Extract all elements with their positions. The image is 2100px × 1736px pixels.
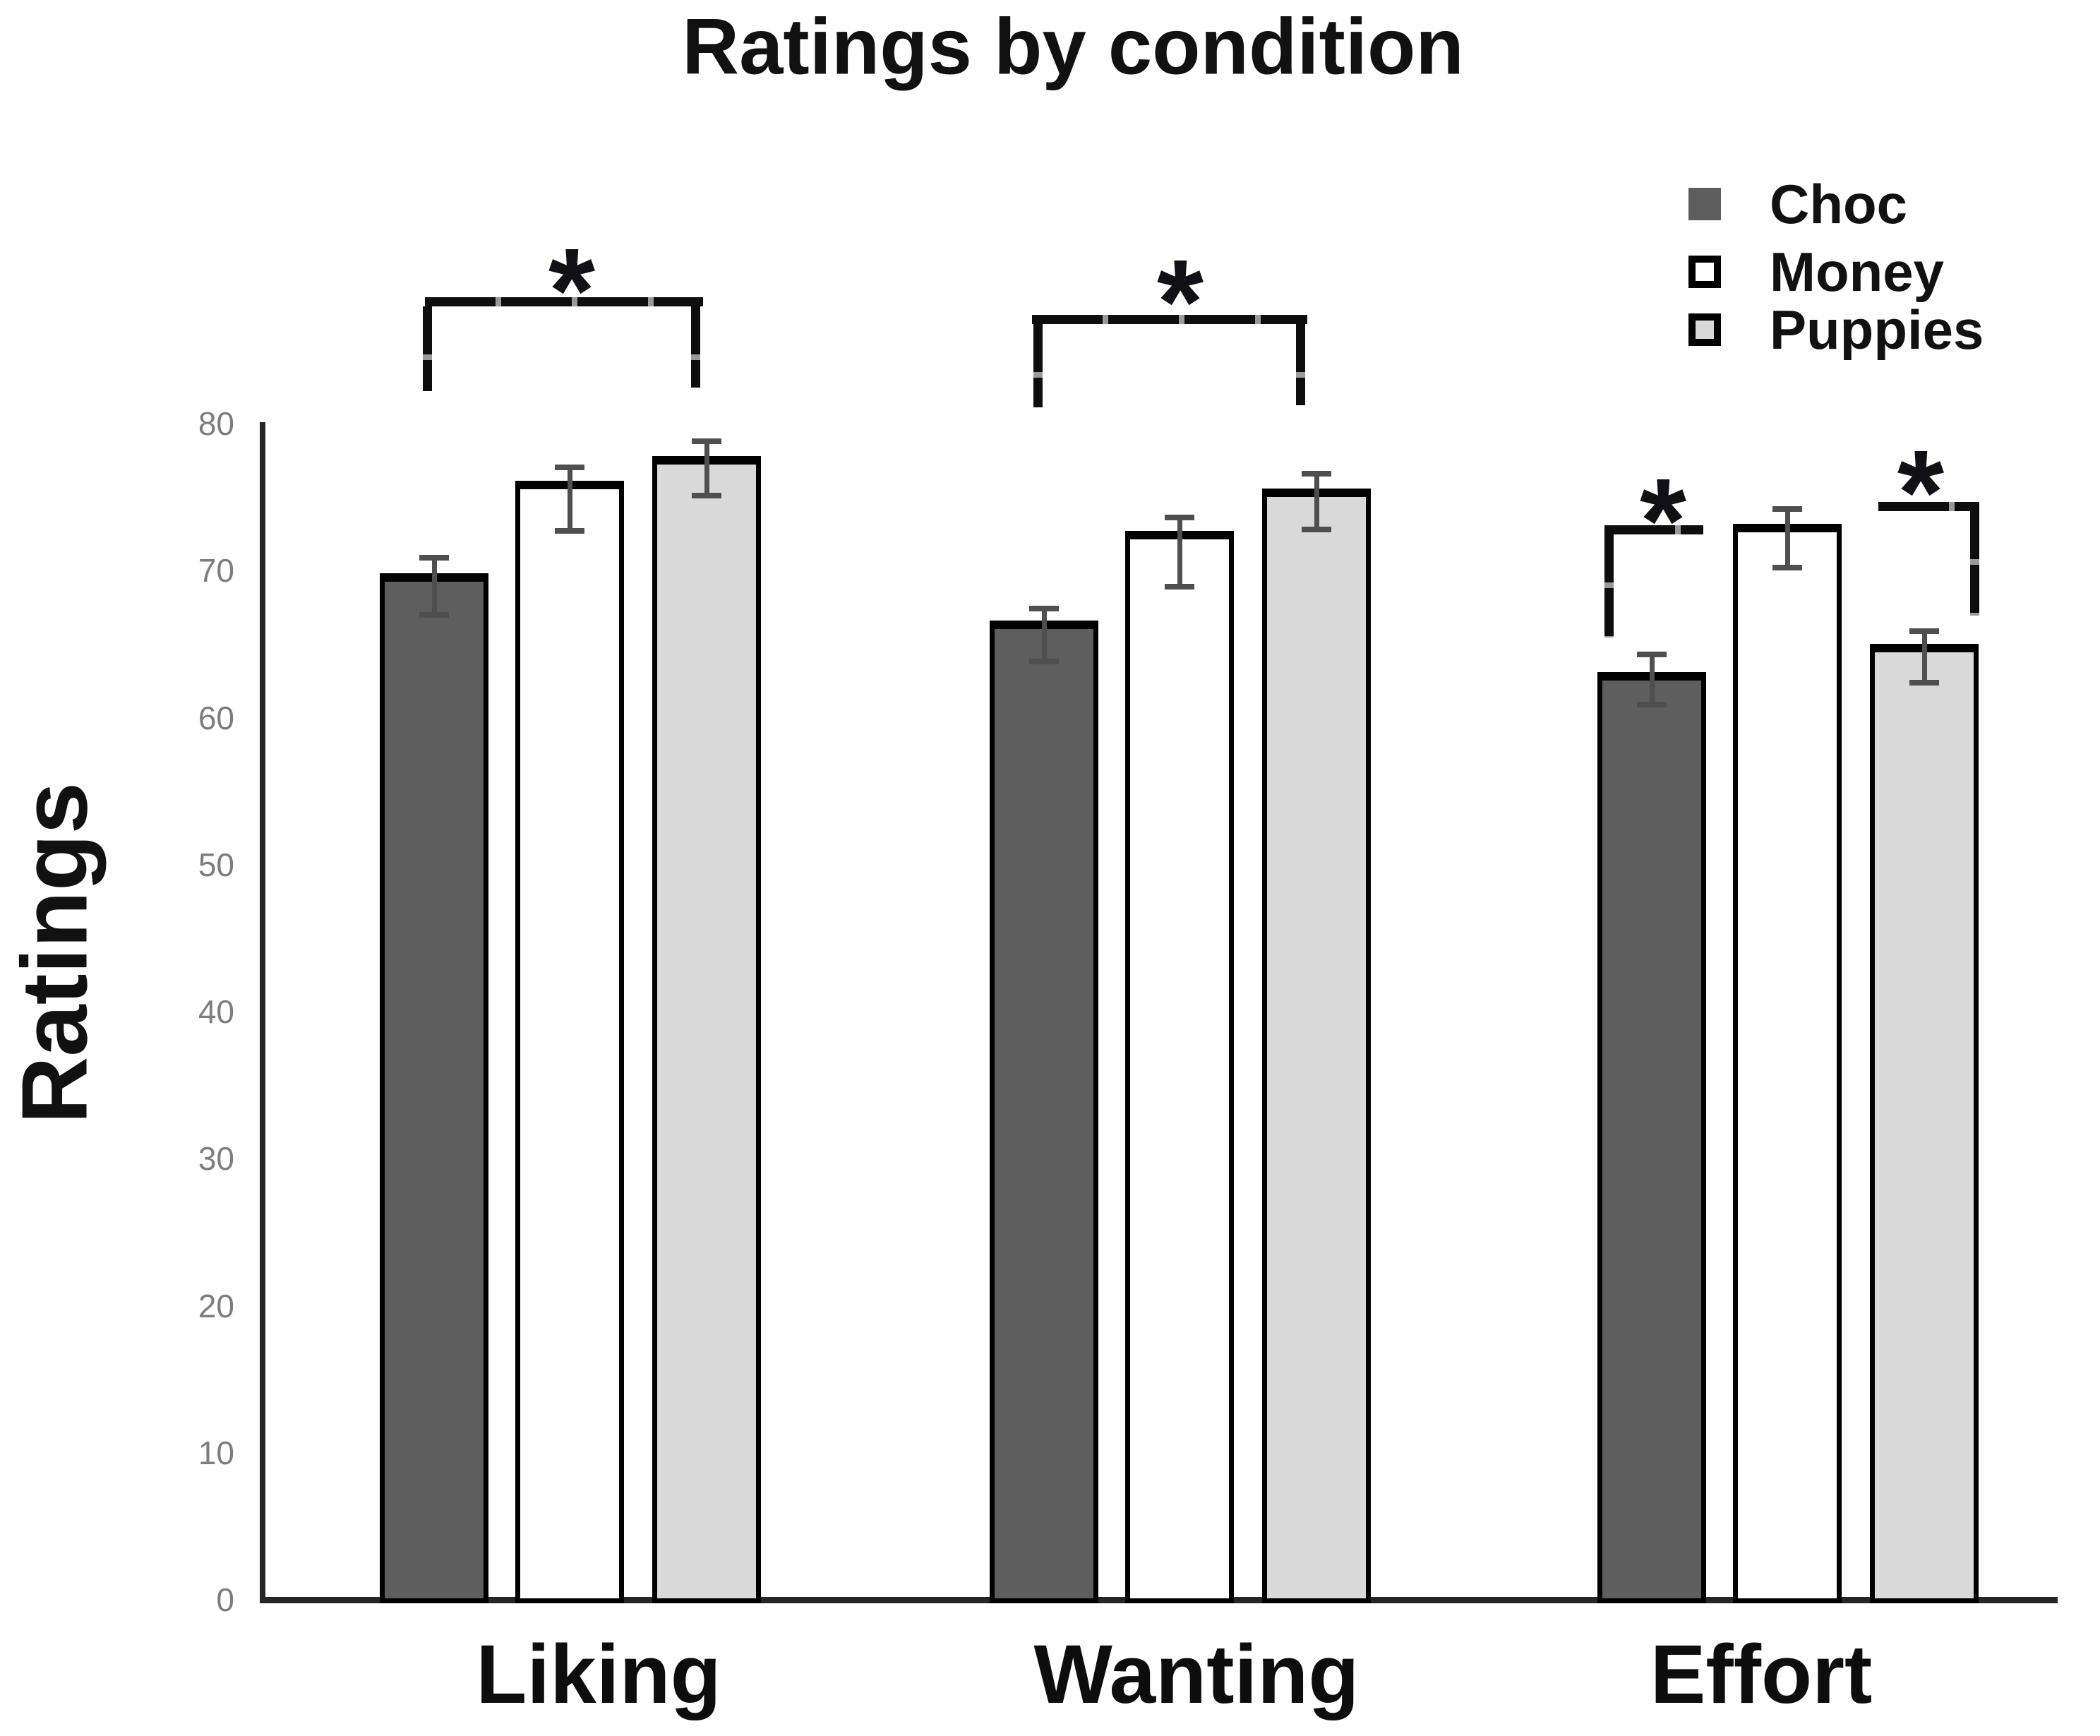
error-bar-cap-top-effort-choc [1637, 651, 1667, 657]
error-bar-cap-top-liking-puppies [692, 438, 721, 444]
sig-bracket-effort-leg-0 [1970, 511, 1979, 616]
error-bar-cap-top-wanting-choc [1029, 606, 1059, 612]
error-bar-cap-top-wanting-money [1165, 515, 1194, 521]
error-bar-cap-bottom-liking-money [555, 528, 584, 534]
bar-wanting-choc [990, 621, 1098, 1603]
error-bar-cap-top-liking-choc [419, 554, 449, 561]
error-bar-line-effort-choc [1649, 654, 1655, 705]
error-bar-cap-bottom-wanting-money [1165, 584, 1194, 590]
error-bar-cap-bottom-effort-puppies [1909, 679, 1939, 686]
bar-wanting-money [1125, 531, 1234, 1603]
error-bar-cap-top-liking-money [555, 465, 584, 471]
bar-effort-puppies [1870, 644, 1979, 1603]
sig-bracket-liking-star: * [548, 224, 596, 358]
sig-bracket-wanting-horizontal [1032, 315, 1307, 324]
bar-liking-puppies [652, 455, 761, 1603]
legend-label-puppies: Puppies [1770, 299, 1984, 361]
error-bar-cap-bottom-wanting-puppies [1302, 526, 1331, 532]
y-tick-label-80: 80 [198, 405, 234, 442]
x-category-label-effort: Effort [1650, 1628, 1873, 1721]
error-bar-line-wanting-money [1177, 517, 1182, 587]
y-tick-label-40: 40 [198, 993, 234, 1030]
error-bar-line-wanting-puppies [1314, 473, 1319, 529]
x-category-label-liking: Liking [476, 1628, 721, 1721]
sig-bracket-effort-horizontal [1604, 525, 1703, 534]
chart-title: Ratings by condition [682, 2, 1464, 91]
y-axis-title: Ratings [2, 782, 107, 1125]
error-bar-line-liking-puppies [704, 441, 709, 496]
sig-bracket-effort-star: * [1639, 454, 1687, 588]
bar-liking-money [515, 481, 624, 1603]
sig-bracket-wanting-star: * [1156, 235, 1204, 369]
sig-bracket-liking-leg-0 [423, 306, 432, 391]
sig-bracket-wanting-leg-1 [1296, 324, 1305, 405]
error-bar-line-effort-money [1784, 508, 1790, 568]
error-bar-cap-top-effort-money [1772, 505, 1802, 512]
y-axis-line [260, 422, 265, 1603]
legend-swatch-money [1688, 256, 1721, 288]
error-bar-cap-bottom-liking-choc [419, 611, 449, 618]
sig-bracket-effort-leg-0 [1604, 534, 1614, 637]
error-bar-line-wanting-choc [1041, 609, 1047, 662]
error-bar-cap-top-effort-puppies [1909, 628, 1939, 634]
y-tick-label-60: 60 [198, 699, 234, 736]
sig-bracket-effort-horizontal [1878, 502, 1979, 511]
sig-bracket-liking-leg-1 [691, 306, 700, 388]
bar-wanting-puppies [1262, 488, 1371, 1603]
y-tick-label-20: 20 [198, 1287, 234, 1324]
y-tick-label-70: 70 [198, 552, 234, 589]
legend-label-money: Money [1770, 241, 1945, 303]
legend-swatch-choc [1688, 188, 1721, 220]
sig-bracket-liking-horizontal [425, 297, 703, 306]
y-tick-label-30: 30 [198, 1140, 234, 1178]
legend-label-choc: Choc [1770, 173, 1907, 235]
error-bar-cap-bottom-liking-puppies [692, 493, 721, 499]
error-bar-line-liking-money [567, 467, 572, 532]
sig-bracket-wanting-leg-0 [1033, 324, 1043, 407]
legend-swatch-puppies [1688, 313, 1721, 346]
error-bar-cap-bottom-effort-choc [1637, 701, 1667, 707]
error-bar-cap-bottom-effort-money [1772, 565, 1802, 571]
y-tick-label-10: 10 [198, 1434, 234, 1471]
sig-bracket-effort-star: * [1897, 426, 1945, 560]
error-bar-cap-top-wanting-puppies [1302, 470, 1331, 477]
bar-effort-money [1733, 523, 1842, 1603]
y-tick-label-50: 50 [198, 846, 234, 883]
x-category-label-wanting: Wanting [1033, 1628, 1360, 1721]
error-bar-line-effort-puppies [1921, 630, 1927, 683]
bar-effort-choc [1597, 671, 1706, 1603]
y-tick-label-0: 0 [216, 1581, 234, 1618]
error-bar-cap-bottom-wanting-choc [1029, 659, 1059, 665]
bar-liking-choc [380, 573, 488, 1603]
error-bar-line-liking-choc [431, 557, 437, 615]
